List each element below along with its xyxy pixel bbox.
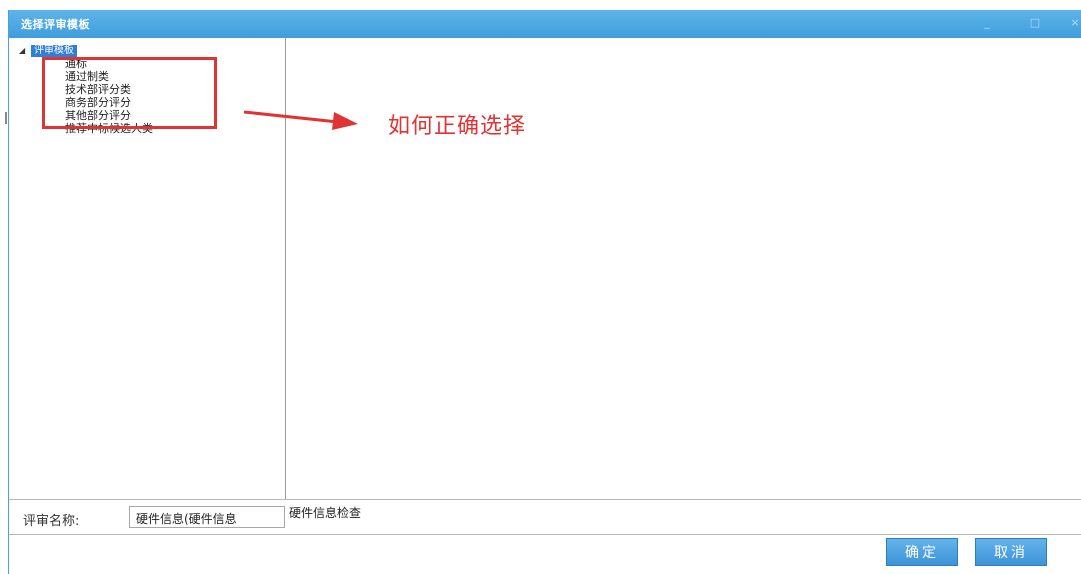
review-name-row: 评审名称: 硬件信息(硬件信息 硬件信息检查 <box>9 499 1081 535</box>
annotation-arrow-icon <box>243 110 358 130</box>
annotation-text: 如何正确选择 <box>388 114 527 139</box>
annotation-highlight-box <box>42 57 217 129</box>
template-content-panel <box>286 38 1081 499</box>
minimize-icon[interactable]: _ <box>984 16 990 29</box>
tree-item-other-score[interactable]: 其他部分评分 <box>65 109 131 122</box>
select-review-template-dialog: 选择评审模板 _ □ × ◢ 评审模板 通标 通过制类 技术部评分类 商务部分评… <box>8 10 1081 574</box>
cancel-button[interactable]: 取消 <box>975 538 1047 566</box>
review-name-label: 评审名称: <box>23 514 80 529</box>
close-icon[interactable]: × <box>1070 16 1080 29</box>
maximize-icon[interactable]: □ <box>1029 16 1041 29</box>
review-name-input[interactable]: 硬件信息(硬件信息 <box>129 506 285 528</box>
review-description: 硬件信息检查 <box>289 506 362 520</box>
title-bar[interactable]: 选择评审模板 _ □ × <box>9 10 1081 38</box>
tree-root[interactable]: ◢ 评审模板 <box>19 44 153 57</box>
window-edge-mark <box>5 112 7 124</box>
tree-item-general[interactable]: 通标 <box>65 57 87 70</box>
dialog-title: 选择评审模板 <box>21 18 90 31</box>
collapse-triangle-icon[interactable]: ◢ <box>19 46 26 55</box>
ok-button[interactable]: 确定 <box>886 538 958 566</box>
tree-item-technical-score[interactable]: 技术部评分类 <box>65 83 131 96</box>
tree-root-label[interactable]: 评审模板 <box>31 44 77 57</box>
tree-item-business-score[interactable]: 商务部分评分 <box>65 96 131 109</box>
tree-item-pass-system[interactable]: 通过制类 <box>65 70 109 83</box>
